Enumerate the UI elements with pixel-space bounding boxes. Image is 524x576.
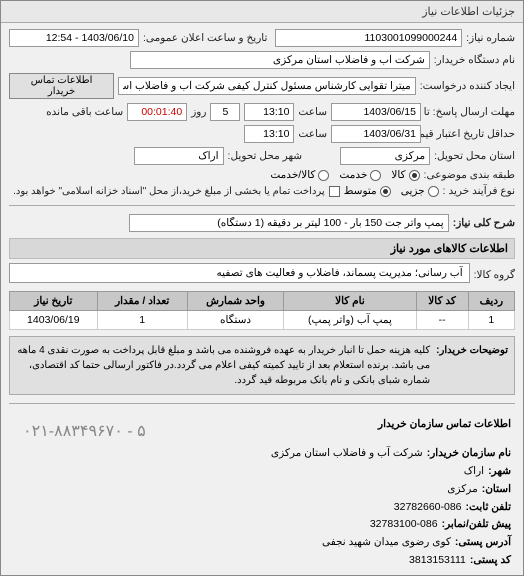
need-title-input[interactable]: [129, 214, 449, 232]
org-city-value: اراک: [464, 463, 484, 481]
org-province-label: استان:: [482, 481, 511, 499]
radio-small[interactable]: جزیی: [401, 185, 439, 197]
deadline-date-input[interactable]: [331, 103, 421, 121]
goods-section-header: اطلاعات کالاهای مورد نیاز: [9, 238, 515, 259]
radio-service[interactable]: خدمت: [339, 169, 381, 181]
divider-2: [9, 403, 515, 404]
validity-time-input[interactable]: [244, 125, 294, 143]
org-province-value: مرکزی: [447, 481, 477, 499]
radio-both[interactable]: کالا/خدمت: [270, 169, 329, 181]
radio-medium-label: متوسط: [344, 185, 377, 197]
org-addr-label: آدرس پستی:: [455, 534, 511, 552]
th-row: ردیف: [468, 292, 514, 311]
subject-type-group: کالا خدمت کالا/خدمت: [270, 169, 419, 181]
province-input[interactable]: [340, 147, 430, 165]
creator-label: ایجاد کننده درخواست:: [420, 80, 515, 92]
buyer-label: نام دستگاه خریدار:: [434, 54, 515, 66]
radio-service-label: خدمت: [339, 169, 367, 181]
need-title-label: شرح کلی نیاز:: [453, 217, 515, 229]
window-title: جزئیات اطلاعات نیاز: [422, 6, 515, 18]
description-text: کلیه هزینه حمل تا انبار خریدار به عهده ف…: [16, 343, 430, 388]
org-tel-label: تلفن ثابت:: [466, 499, 511, 517]
req-no-label: شماره نیاز:: [466, 32, 515, 44]
buyer-input[interactable]: [130, 51, 430, 69]
datetime-label: تاریخ و ساعت اعلان عمومی:: [143, 32, 267, 44]
process-type-label: نوع فرآیند خرید :: [443, 185, 515, 197]
process-type-group: جزیی متوسط: [344, 185, 439, 197]
radio-goods-dot: [409, 170, 420, 181]
td-unit: دستگاه: [187, 311, 284, 330]
org-addr-value: کوی رضوی میدان شهید نجفی: [322, 534, 451, 552]
description-label: توضیحات خریدار:: [436, 343, 508, 388]
td-code: --: [416, 311, 468, 330]
org-fax-label: پیش تلفن/نمابر:: [442, 516, 511, 534]
req-no-input[interactable]: [275, 29, 462, 47]
radio-goods-label: کالا: [391, 169, 405, 181]
time-label-1: ساعت: [298, 106, 327, 118]
main-window: جزئیات اطلاعات نیاز شماره نیاز: تاریخ و …: [0, 0, 524, 576]
group-value: آب رسانی؛ مدیریت پسماند، فاضلاب و فعالیت…: [9, 263, 470, 283]
divider-1: [9, 205, 515, 206]
org-fax-value: 32783100-086: [370, 516, 438, 534]
city-label: شهر محل تحویل:: [228, 150, 303, 162]
th-date: تاریخ نیاز: [10, 292, 98, 311]
radio-goods[interactable]: کالا: [391, 169, 419, 181]
radio-both-label: کالا/خدمت: [270, 169, 315, 181]
window-titlebar: جزئیات اطلاعات نیاز: [1, 1, 523, 23]
remain-label: ساعت باقی مانده: [46, 106, 123, 118]
contact-info-button[interactable]: اطلاعات تماس خریدار: [9, 73, 114, 99]
org-contact-section: اطلاعات تماس سازمان خریدار ۰۲۱-۸۸۳۴۹۶۷۰ …: [9, 412, 515, 575]
process-note: پرداخت تمام یا بخشی از مبلغ خرید،از محل …: [13, 186, 325, 197]
subject-type-label: طبقه بندی موضوعی:: [424, 169, 515, 181]
org-tel-value: 32782660-086: [394, 499, 462, 517]
th-name: نام کالا: [284, 292, 416, 311]
th-code: کد کالا: [416, 292, 468, 311]
deadline-time-input[interactable]: [244, 103, 294, 121]
province-label: استان محل تحویل:: [434, 150, 515, 162]
datetime-input[interactable]: [9, 29, 139, 47]
td-date: 1403/06/19: [10, 311, 98, 330]
radio-small-dot: [428, 186, 439, 197]
td-row: 1: [468, 311, 514, 330]
city-input[interactable]: [134, 147, 224, 165]
group-label: گروه کالا:: [474, 269, 515, 281]
td-qty: 1: [97, 311, 187, 330]
org-label: نام سازمان خریدار:: [427, 445, 511, 463]
radio-medium-dot: [380, 186, 391, 197]
td-name: پمپ آب (واتر پمپ): [284, 311, 416, 330]
description-box: توضیحات خریدار: کلیه هزینه حمل تا انبار …: [9, 336, 515, 395]
validity-date-input[interactable]: [331, 125, 421, 143]
creator-input[interactable]: [118, 77, 416, 95]
deadline-send-label: مهلت ارسال پاسخ: تا تاریخ:: [425, 106, 515, 118]
goods-table: ردیف کد کالا نام کالا واحد شمارش تعداد /…: [9, 291, 515, 330]
org-postal-label: کد پستی:: [470, 552, 511, 570]
radio-service-dot: [370, 170, 381, 181]
treasury-checkbox[interactable]: [329, 186, 340, 197]
days-left-input[interactable]: [210, 103, 240, 121]
radio-small-label: جزیی: [401, 185, 425, 197]
req-creator-header: اطلاعات ایجاد کننده درخواست:: [13, 574, 511, 575]
radio-medium[interactable]: متوسط: [344, 185, 391, 197]
th-unit: واحد شمارش: [187, 292, 284, 311]
day-label: روز: [191, 106, 206, 118]
org-city-label: شهر:: [488, 463, 511, 481]
validity-label: حداقل تاریخ اعتبار قیمت: تا تاریخ:: [425, 128, 515, 140]
radio-both-dot: [318, 170, 329, 181]
th-qty: تعداد / مقدار: [97, 292, 187, 311]
org-postal-value: 3813153111: [409, 552, 466, 570]
time-label-2: ساعت: [298, 128, 327, 140]
content-area: شماره نیاز: تاریخ و ساعت اعلان عمومی: نا…: [1, 23, 523, 575]
table-row[interactable]: 1 -- پمپ آب (واتر پمپ) دستگاه 1 1403/06/…: [10, 311, 515, 330]
org-value: شرکت آب و فاضلاب استان مرکزی: [271, 445, 423, 463]
remain-time-input: [127, 103, 187, 121]
